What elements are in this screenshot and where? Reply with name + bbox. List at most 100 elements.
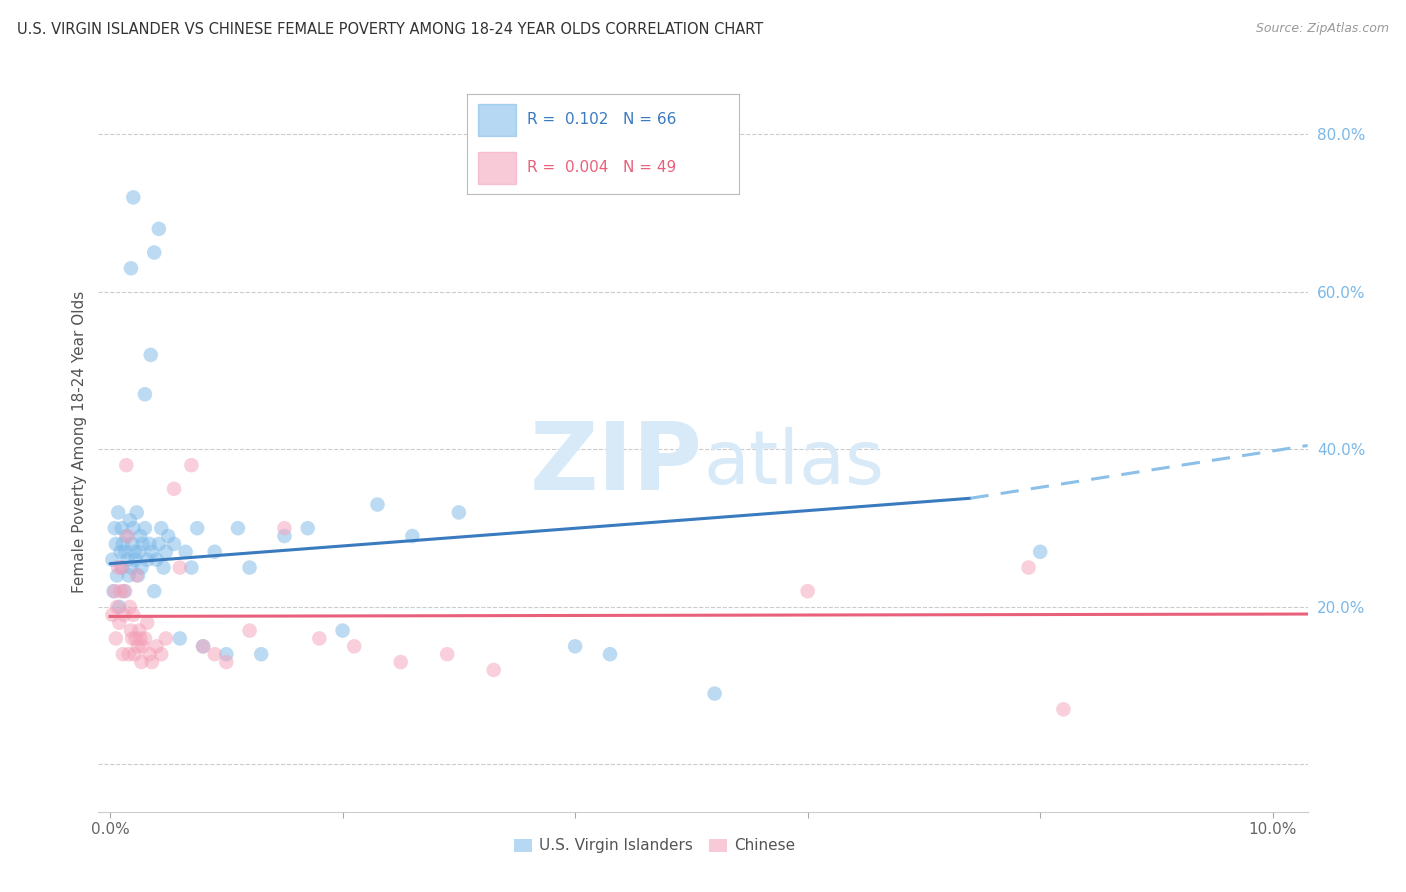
- Point: [1018, 560, 1040, 574]
- Point: [117, 552, 139, 566]
- Point: [120, 560, 142, 574]
- Point: [1029, 545, 1052, 559]
- Point: [131, 560, 153, 574]
- Point: [136, 552, 159, 566]
- Point: [107, 560, 129, 574]
- Point: [332, 624, 354, 638]
- Point: [114, 584, 136, 599]
- Point: [115, 529, 138, 543]
- Point: [145, 640, 167, 654]
- Point: [111, 560, 134, 574]
- Point: [186, 521, 208, 535]
- Point: [482, 663, 505, 677]
- Point: [308, 632, 330, 646]
- Point: [124, 632, 146, 646]
- Point: [436, 647, 458, 661]
- Point: [273, 521, 295, 535]
- Point: [163, 537, 186, 551]
- Point: [125, 568, 148, 582]
- Point: [134, 632, 156, 646]
- Point: [191, 640, 214, 654]
- Point: [148, 222, 170, 236]
- Point: [131, 655, 153, 669]
- Point: [141, 655, 163, 669]
- Point: [111, 560, 134, 574]
- Point: [117, 529, 139, 543]
- Point: [150, 647, 173, 661]
- Point: [111, 537, 134, 551]
- Point: [180, 560, 202, 574]
- Point: [204, 545, 226, 559]
- Point: [124, 647, 146, 661]
- Point: [120, 624, 142, 638]
- Point: [239, 624, 262, 638]
- Point: [122, 521, 145, 535]
- Point: [110, 584, 132, 599]
- Point: [118, 599, 141, 614]
- Point: [163, 482, 186, 496]
- Point: [273, 529, 295, 543]
- Point: [250, 647, 273, 661]
- Point: [101, 607, 124, 622]
- Point: [226, 521, 249, 535]
- Point: [111, 647, 134, 661]
- Point: [104, 537, 127, 551]
- Point: [389, 655, 412, 669]
- Point: [138, 647, 160, 661]
- Point: [169, 560, 191, 574]
- Point: [191, 640, 214, 654]
- Point: [124, 545, 146, 559]
- Point: [215, 647, 238, 661]
- Point: [180, 458, 202, 472]
- Point: [134, 387, 156, 401]
- Point: [152, 560, 174, 574]
- Point: [155, 545, 177, 559]
- Legend: U.S. Virgin Islanders, Chinese: U.S. Virgin Islanders, Chinese: [508, 832, 801, 860]
- Point: [104, 632, 127, 646]
- Point: [447, 505, 470, 519]
- Text: Source: ZipAtlas.com: Source: ZipAtlas.com: [1256, 22, 1389, 36]
- Point: [297, 521, 319, 535]
- Point: [104, 584, 127, 599]
- Point: [111, 521, 134, 535]
- Point: [139, 348, 162, 362]
- Point: [114, 545, 136, 559]
- Point: [108, 599, 131, 614]
- Point: [107, 505, 129, 519]
- Point: [143, 245, 166, 260]
- Point: [343, 640, 366, 654]
- Point: [112, 607, 135, 622]
- Point: [120, 261, 142, 276]
- Point: [118, 647, 141, 661]
- Point: [121, 537, 143, 551]
- Point: [150, 521, 173, 535]
- Point: [122, 190, 145, 204]
- Point: [105, 599, 128, 614]
- Point: [204, 647, 226, 661]
- Point: [145, 552, 167, 566]
- Point: [128, 624, 150, 638]
- Point: [127, 568, 149, 582]
- Point: [1052, 702, 1074, 716]
- Point: [796, 584, 818, 599]
- Point: [105, 568, 128, 582]
- Point: [215, 655, 238, 669]
- Point: [129, 632, 152, 646]
- Point: [148, 537, 170, 551]
- Point: [128, 545, 150, 559]
- Point: [131, 640, 153, 654]
- Point: [401, 529, 423, 543]
- Point: [118, 513, 141, 527]
- Point: [155, 632, 177, 646]
- Point: [141, 545, 163, 559]
- Point: [122, 607, 145, 622]
- Point: [101, 552, 124, 566]
- Point: [703, 687, 725, 701]
- Point: [599, 647, 621, 661]
- Point: [239, 560, 262, 574]
- Point: [112, 584, 135, 599]
- Text: ZIP: ZIP: [530, 417, 703, 509]
- Y-axis label: Female Poverty Among 18-24 Year Olds: Female Poverty Among 18-24 Year Olds: [72, 291, 87, 592]
- Text: U.S. VIRGIN ISLANDER VS CHINESE FEMALE POVERTY AMONG 18-24 YEAR OLDS CORRELATION: U.S. VIRGIN ISLANDER VS CHINESE FEMALE P…: [17, 22, 763, 37]
- Point: [104, 521, 127, 535]
